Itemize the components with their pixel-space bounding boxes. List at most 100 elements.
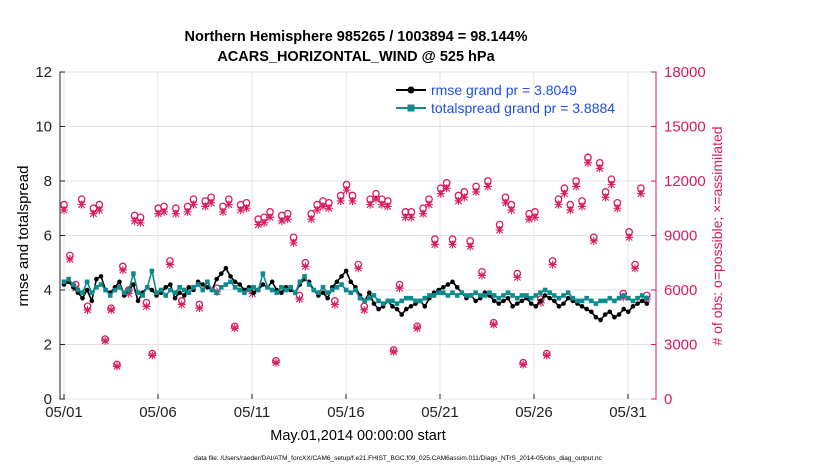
totalspread-point	[431, 293, 437, 298]
totalspread-point	[440, 290, 446, 296]
obs-assimilated-marker	[230, 324, 239, 333]
y-tick-label-right: 3000	[664, 337, 697, 354]
rmse-point	[320, 290, 326, 296]
totalspread-point	[445, 293, 451, 298]
totalspread-point	[602, 298, 608, 304]
obs-assimilated-marker	[266, 213, 275, 222]
obs-assimilated-marker	[413, 324, 422, 333]
totalspread-point	[339, 282, 344, 287]
totalspread-point	[320, 284, 326, 290]
obs-assimilated-marker	[165, 260, 174, 269]
totalspread-point	[468, 293, 474, 298]
rmse-point	[168, 282, 173, 287]
obs-assimilated-marker	[442, 184, 451, 193]
obs-assimilated-marker	[436, 189, 445, 198]
rmse-point	[390, 304, 395, 309]
rmse-point	[565, 295, 571, 301]
rmse-point	[237, 282, 243, 287]
obs-assimilated-marker	[560, 189, 569, 198]
totalspread-point	[288, 284, 293, 290]
totalspread-point	[228, 279, 233, 285]
totalspread-point	[274, 290, 280, 296]
totalspread-point	[94, 284, 99, 290]
totalspread-point	[482, 293, 488, 298]
totalspread-point	[630, 298, 636, 304]
totalspread-point	[80, 290, 85, 296]
totalspread-point	[538, 290, 543, 296]
obs-assimilated-marker	[589, 236, 598, 245]
totalspread-point	[612, 298, 617, 304]
obs-assimilated-marker	[183, 207, 192, 216]
legend-label-rmse: rmse grand pr = 3.8049	[431, 82, 577, 98]
rmse-point	[371, 301, 377, 306]
totalspread-point	[117, 284, 122, 290]
y-tick-label-right: 12000	[664, 173, 706, 190]
obs-assimilated-marker	[89, 209, 98, 218]
obs-assimilated-marker	[289, 238, 298, 247]
rmse-point	[94, 276, 99, 282]
obs-assimilated-marker	[154, 209, 163, 218]
totalspread-point	[473, 290, 478, 296]
totalspread-point	[214, 290, 219, 296]
obs-assimilated-marker	[124, 289, 133, 298]
obs-assimilated-marker	[460, 193, 469, 202]
totalspread-point	[408, 295, 414, 301]
rmse-point	[528, 301, 534, 306]
legend: rmse grand pr = 3.8049 totalspread grand …	[396, 82, 615, 116]
totalspread-point	[371, 293, 377, 298]
obs-assimilated-marker	[83, 305, 92, 314]
obs-assimilated-marker	[477, 271, 486, 280]
obs-assimilated-marker	[319, 202, 328, 211]
y-tick-label-left: 6	[44, 228, 52, 245]
obs-assimilated-marker	[607, 180, 616, 189]
totalspread-point	[353, 287, 358, 293]
obs-assimilated-marker	[513, 273, 522, 282]
totalspread-point	[103, 287, 108, 293]
totalspread-point	[584, 295, 589, 301]
totalspread-point	[255, 287, 261, 293]
rmse-point	[422, 304, 428, 309]
obs-assimilated-marker	[171, 209, 180, 218]
obs-assimilated-marker	[142, 302, 151, 311]
totalspread-point	[66, 276, 71, 282]
rmse-point	[561, 301, 566, 306]
totalspread-point	[565, 290, 571, 296]
totalspread-point	[325, 290, 330, 296]
totalspread-point	[75, 287, 81, 293]
totalspread-point	[140, 293, 145, 298]
totalspread-point	[547, 290, 552, 296]
obs-assimilated-marker	[372, 195, 381, 204]
axes: 0 2 4 6 8 10 12 0 3000 6000 9000 12000 15000 18000 05/…	[35, 64, 705, 421]
obs-assimilated-marker	[454, 196, 463, 205]
obs-assimilated-marker	[507, 206, 516, 215]
rmse-point	[232, 279, 238, 285]
totalspread-point	[376, 298, 381, 304]
obs-assimilated-marker	[430, 240, 439, 249]
totalspread-point	[223, 282, 229, 287]
x-tick-label: 05/11	[234, 404, 270, 421]
totalspread-point	[519, 293, 525, 298]
rmse-point	[366, 290, 372, 296]
totalspread-point	[154, 290, 159, 296]
rmse-point	[135, 298, 141, 304]
totalspread-point	[616, 295, 622, 301]
obs-assimilated-marker	[148, 351, 157, 360]
totalspread-point	[450, 290, 455, 296]
obs-assimilated-marker	[107, 305, 116, 314]
obs-assimilated-marker	[424, 200, 433, 209]
totalspread-point	[598, 298, 603, 304]
obs-assimilated-marker	[136, 218, 145, 227]
totalspread-point	[131, 271, 136, 276]
rmse-point	[644, 301, 650, 306]
rmse-point	[84, 287, 90, 293]
totalspread-point	[436, 290, 441, 296]
rmse-point	[501, 298, 506, 304]
totalspread-point	[260, 271, 266, 276]
totalspread-point	[635, 295, 640, 301]
totalspread-point	[292, 290, 298, 296]
totalspread-point	[575, 298, 580, 304]
rmse-point	[445, 282, 451, 287]
obs-assimilated-marker	[548, 260, 557, 269]
totalspread-point	[588, 298, 594, 304]
